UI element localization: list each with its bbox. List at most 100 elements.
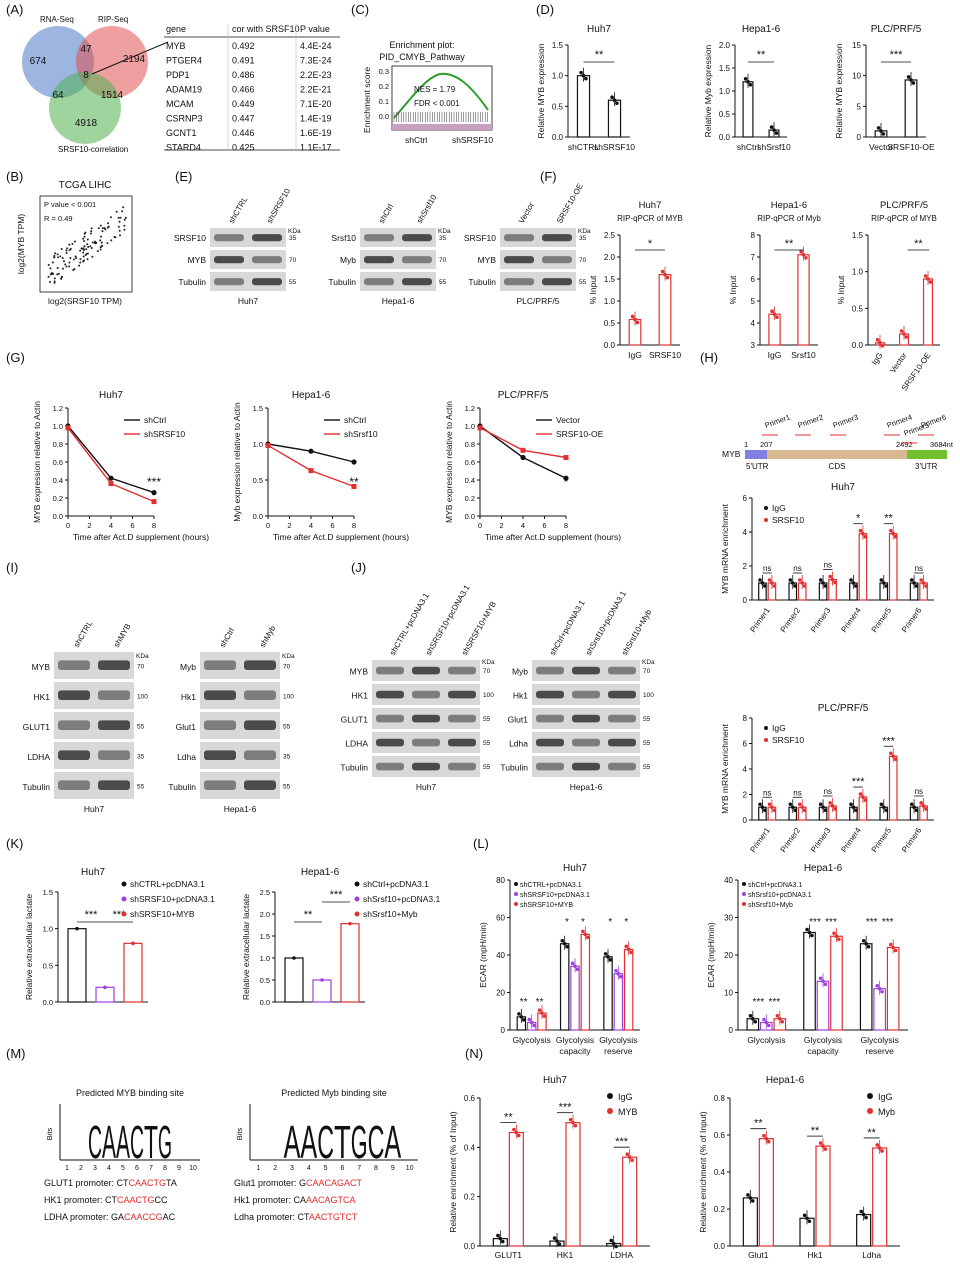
panel-h-point [893,757,898,762]
scatter-point [79,258,82,261]
legend-label: IgG [772,503,786,513]
panel-h-point [919,801,923,805]
panel-f-point [880,344,885,348]
logo-letter: A [116,1116,130,1168]
blot-band [204,750,236,760]
significance-mark: *** [890,49,904,61]
position-tick: 2 [79,1165,83,1172]
scatter-point [118,220,121,223]
table-cell: GCNT1 [166,128,197,138]
y-tick-label: 0 [501,1026,506,1035]
series-point [308,448,314,454]
scatter-point [83,245,86,248]
scatter-point [83,235,86,238]
y-axis-label: MYB mRNA enrichment [720,723,730,813]
panel-l-point [832,931,836,936]
panel-n-point [750,1199,755,1203]
chart-title: Huh7 [563,863,587,874]
table-cell: 0.491 [232,56,255,66]
panel-h-point [833,807,837,811]
position-tick: 2 [273,1165,277,1172]
mw-marker: 70 [439,257,447,264]
lane-label: shCtrl+pcDNA3.1 [548,598,587,657]
legend-dot [867,1093,873,1099]
y-tick-label: 1.5 [852,231,864,240]
position-tick: 7 [149,1165,153,1172]
y-axis-label: Relative Myb expression [703,44,713,137]
blot-strip [360,228,436,247]
panel-h-point [889,528,893,533]
blot-band [536,714,564,723]
blot-band [412,738,440,747]
blot-row-label: Hk1 [513,690,528,700]
panel-n-point [500,1239,505,1244]
significance-mark: ** [754,1118,763,1130]
blot-band [608,738,636,747]
series-point [265,442,271,448]
scatter-point [107,222,110,225]
table-header: gene [166,24,186,34]
significance-mark: * [624,917,628,928]
chart-title: PLC/PRF/5 [498,390,549,401]
sequence-part: AACAGTCA [306,1195,356,1205]
panel-d-bar [742,81,754,138]
y-tick-label: 0.0 [604,341,616,350]
series-point [151,490,157,496]
blot-band [572,738,600,747]
y-axis-label: Relative MYB expression [834,43,844,138]
legend-label: IgG [878,1092,893,1102]
y-tick-label: 2.5 [604,231,616,240]
x-tick-label: 6 [542,521,546,530]
logo-letter: A [284,1116,301,1168]
scatter-point [85,248,88,251]
panel-l-point [521,1018,526,1022]
scatter-point [119,234,122,237]
y-tick-label: 8 [751,231,756,240]
position-tick: 5 [121,1165,125,1172]
blot-band [448,666,476,675]
x-tick-label: Primer3 [809,826,833,855]
lactate-point [131,941,135,946]
position-tick: 7 [357,1165,361,1172]
y-tick-label: 1.0 [43,925,53,934]
y-tick-label: 0.0 [464,1242,476,1251]
mw-marker: 70 [483,668,491,675]
x-tick-label: Primer4 [839,606,863,635]
significance-mark: *** [147,475,161,489]
scatter-frame [39,195,133,293]
blot-row-label: Glut1 [176,722,197,732]
panel-h-point [893,534,898,539]
gene-label: MYB [722,449,741,459]
panel-l-bar [873,988,887,1031]
panel-n-bar [815,1145,831,1247]
panel-l-point [614,968,618,973]
blot-band [572,762,600,771]
y-tick-label: 7 [751,253,756,262]
primer-label: Primer1 [764,412,792,429]
y-tick-label: 1.0 [53,422,63,431]
x-tick-label: Glycolysis [804,1035,842,1045]
blot-band [572,690,600,699]
y-tick-label: 0.0 [714,1242,726,1251]
blot-cell-label: Hepa1-6 [570,782,603,792]
panel-n-point [516,1133,521,1138]
logo-letter: A [102,1116,116,1168]
legend-dot [764,518,768,522]
panel-n-point [875,1143,880,1147]
scatter-point [101,230,104,233]
panel-d-bar [576,75,591,138]
panel-f-point [799,250,803,254]
significance-mark: ** [914,238,923,250]
promoter-sequence: Glut1 promoter: GCAACAGACT [234,1178,363,1188]
y-tick-label: 0.4 [714,1168,726,1177]
panel-n-bar [508,1131,524,1247]
scatter-point [86,243,89,246]
lane-label: shCTRL [227,195,250,225]
blot-band [244,750,276,760]
legend-label: IgG [618,1092,633,1102]
lactate-point [320,978,324,982]
y-axis-label: MYB mRNA enrichment [720,503,730,593]
x-tick-label: Vector [888,351,909,375]
position-label: 3684nt [930,440,954,449]
x-tick-label: IgG [870,351,885,367]
